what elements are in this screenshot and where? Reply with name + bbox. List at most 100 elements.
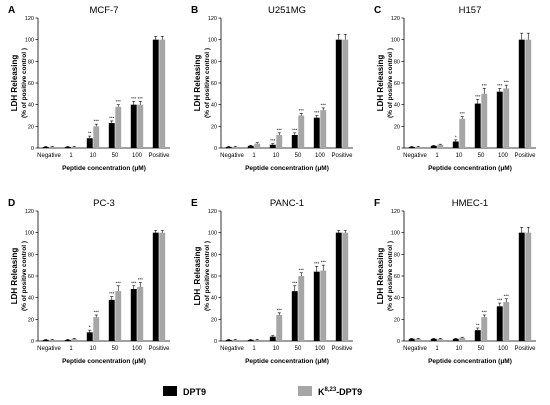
bar-k823-100 xyxy=(320,270,327,341)
bar-k823-1 xyxy=(254,339,261,341)
x-tick-label: Positive xyxy=(148,346,170,352)
bar-k823-10 xyxy=(93,126,100,148)
bar-k823-50 xyxy=(115,291,122,341)
y-tick-label: 80 xyxy=(394,252,400,258)
bar-k823-negative xyxy=(49,146,56,148)
significance-mark: * xyxy=(455,134,457,139)
bar-k823-50 xyxy=(481,317,488,341)
y-tick-label: 40 xyxy=(394,103,400,109)
bar-k823-50 xyxy=(298,115,305,148)
significance-mark: *** xyxy=(94,310,100,315)
significance-mark: *** xyxy=(504,80,510,85)
significance-mark: *** xyxy=(482,310,488,315)
y-tick-label: 40 xyxy=(211,103,217,109)
significance-mark: *** xyxy=(497,298,503,303)
y-tick-label: 100 xyxy=(391,38,400,44)
bar-dpt9-negative xyxy=(225,339,232,341)
panel-title: PANC-1 xyxy=(270,198,304,209)
x-tick-label: 50 xyxy=(112,153,119,159)
y-tick-label: 60 xyxy=(211,274,217,280)
bar-k823-50 xyxy=(298,276,305,341)
y-tick-label: 100 xyxy=(208,38,217,44)
significance-mark: *** xyxy=(277,127,283,132)
legend-k823-sup: 8,23 xyxy=(325,387,337,393)
bar-k823-10 xyxy=(93,317,100,341)
x-tick-label: 10 xyxy=(456,153,463,159)
bar-k823-positive xyxy=(159,39,166,148)
panel-a: A MCF-7 LDH Releasing (% of positive contro… xyxy=(8,5,170,172)
bar-k823-positive xyxy=(525,232,532,341)
x-tick-label: Negative xyxy=(37,153,61,159)
bar-dpt9-1 xyxy=(247,145,254,148)
x-tick-label: 1 xyxy=(435,153,439,159)
x-tick-label: 50 xyxy=(295,346,302,352)
x-tick-label: 50 xyxy=(295,153,302,159)
bar-dpt9-negative xyxy=(42,339,49,341)
panel-e: E PANC-1 LDH_Releasing (% of positive contr… xyxy=(191,198,353,365)
x-tick-label: Positive xyxy=(514,153,536,159)
x-tick-label: 1 xyxy=(69,346,73,352)
x-tick-label: 100 xyxy=(315,153,326,159)
significance-mark: *** xyxy=(460,111,466,116)
y-tick-label: 0 xyxy=(214,146,217,152)
y-tick-label: 120 xyxy=(25,209,34,215)
significance-mark: *** xyxy=(314,110,320,115)
significance-mark: *** xyxy=(321,260,327,265)
significance-mark: *** xyxy=(497,83,503,88)
y-tick-label: 0 xyxy=(31,146,34,152)
y-tick-label: 40 xyxy=(211,296,217,302)
significance-mark: *** xyxy=(109,291,115,296)
x-tick-label: 100 xyxy=(498,346,509,352)
x-tick-label: Negative xyxy=(220,153,244,159)
panel-title: PC-3 xyxy=(93,198,115,209)
bar-dpt9-1 xyxy=(430,145,437,148)
bar-k823-100 xyxy=(503,88,510,148)
bar-dpt9-1 xyxy=(64,339,71,341)
significance-mark: *** xyxy=(475,94,481,99)
x-tick-label: 10 xyxy=(273,153,280,159)
significance-mark: ** xyxy=(476,323,480,328)
bar-k823-negative xyxy=(232,146,239,148)
bar-dpt9-negative xyxy=(225,146,232,148)
x-tick-label: 1 xyxy=(435,346,439,352)
x-tick-label: 10 xyxy=(90,346,97,352)
y-tick-label: 40 xyxy=(394,296,400,302)
y-tick-label: 20 xyxy=(28,124,34,130)
significance-mark: *** xyxy=(277,307,283,312)
bar-k823-positive xyxy=(159,232,166,341)
significance-mark: *** xyxy=(138,277,144,282)
y-tick-label: 20 xyxy=(211,124,217,130)
y-axis-label: LDH Releasing xyxy=(193,55,202,112)
x-tick-label: 100 xyxy=(132,153,143,159)
panel-letter: C xyxy=(374,5,381,16)
panel-title: HMEC-1 xyxy=(452,198,488,209)
bar-dpt9-positive xyxy=(335,39,342,148)
significance-mark: ** xyxy=(88,131,92,136)
bar-dpt9-50 xyxy=(474,103,481,148)
significance-mark: *** xyxy=(116,280,122,285)
y-tick-label: 80 xyxy=(28,252,34,258)
bar-dpt9-negative xyxy=(42,146,49,148)
legend-k823-rest: -DPT9 xyxy=(336,387,362,397)
bar-k823-1 xyxy=(71,338,78,341)
x-tick-label: 10 xyxy=(273,346,280,352)
panel-title: H157 xyxy=(459,5,482,16)
x-tick-label: 100 xyxy=(132,346,143,352)
y-tick-label: 20 xyxy=(394,317,400,323)
y-tick-label: 80 xyxy=(394,59,400,65)
x-tick-label: 100 xyxy=(315,346,326,352)
x-tick-label: Negative xyxy=(403,153,427,159)
bar-k823-1 xyxy=(71,146,78,148)
x-tick-label: Negative xyxy=(37,346,61,352)
bar-k823-negative xyxy=(49,339,56,341)
significance-mark: *** xyxy=(504,293,510,298)
y-tick-label: 60 xyxy=(394,274,400,280)
significance-mark: *** xyxy=(299,108,305,113)
x-tick-label: Negative xyxy=(220,346,244,352)
y-tick-label: 120 xyxy=(391,16,400,22)
x-tick-label: 10 xyxy=(456,346,463,352)
x-tick-label: 50 xyxy=(112,346,119,352)
bar-dpt9-50 xyxy=(108,123,115,148)
